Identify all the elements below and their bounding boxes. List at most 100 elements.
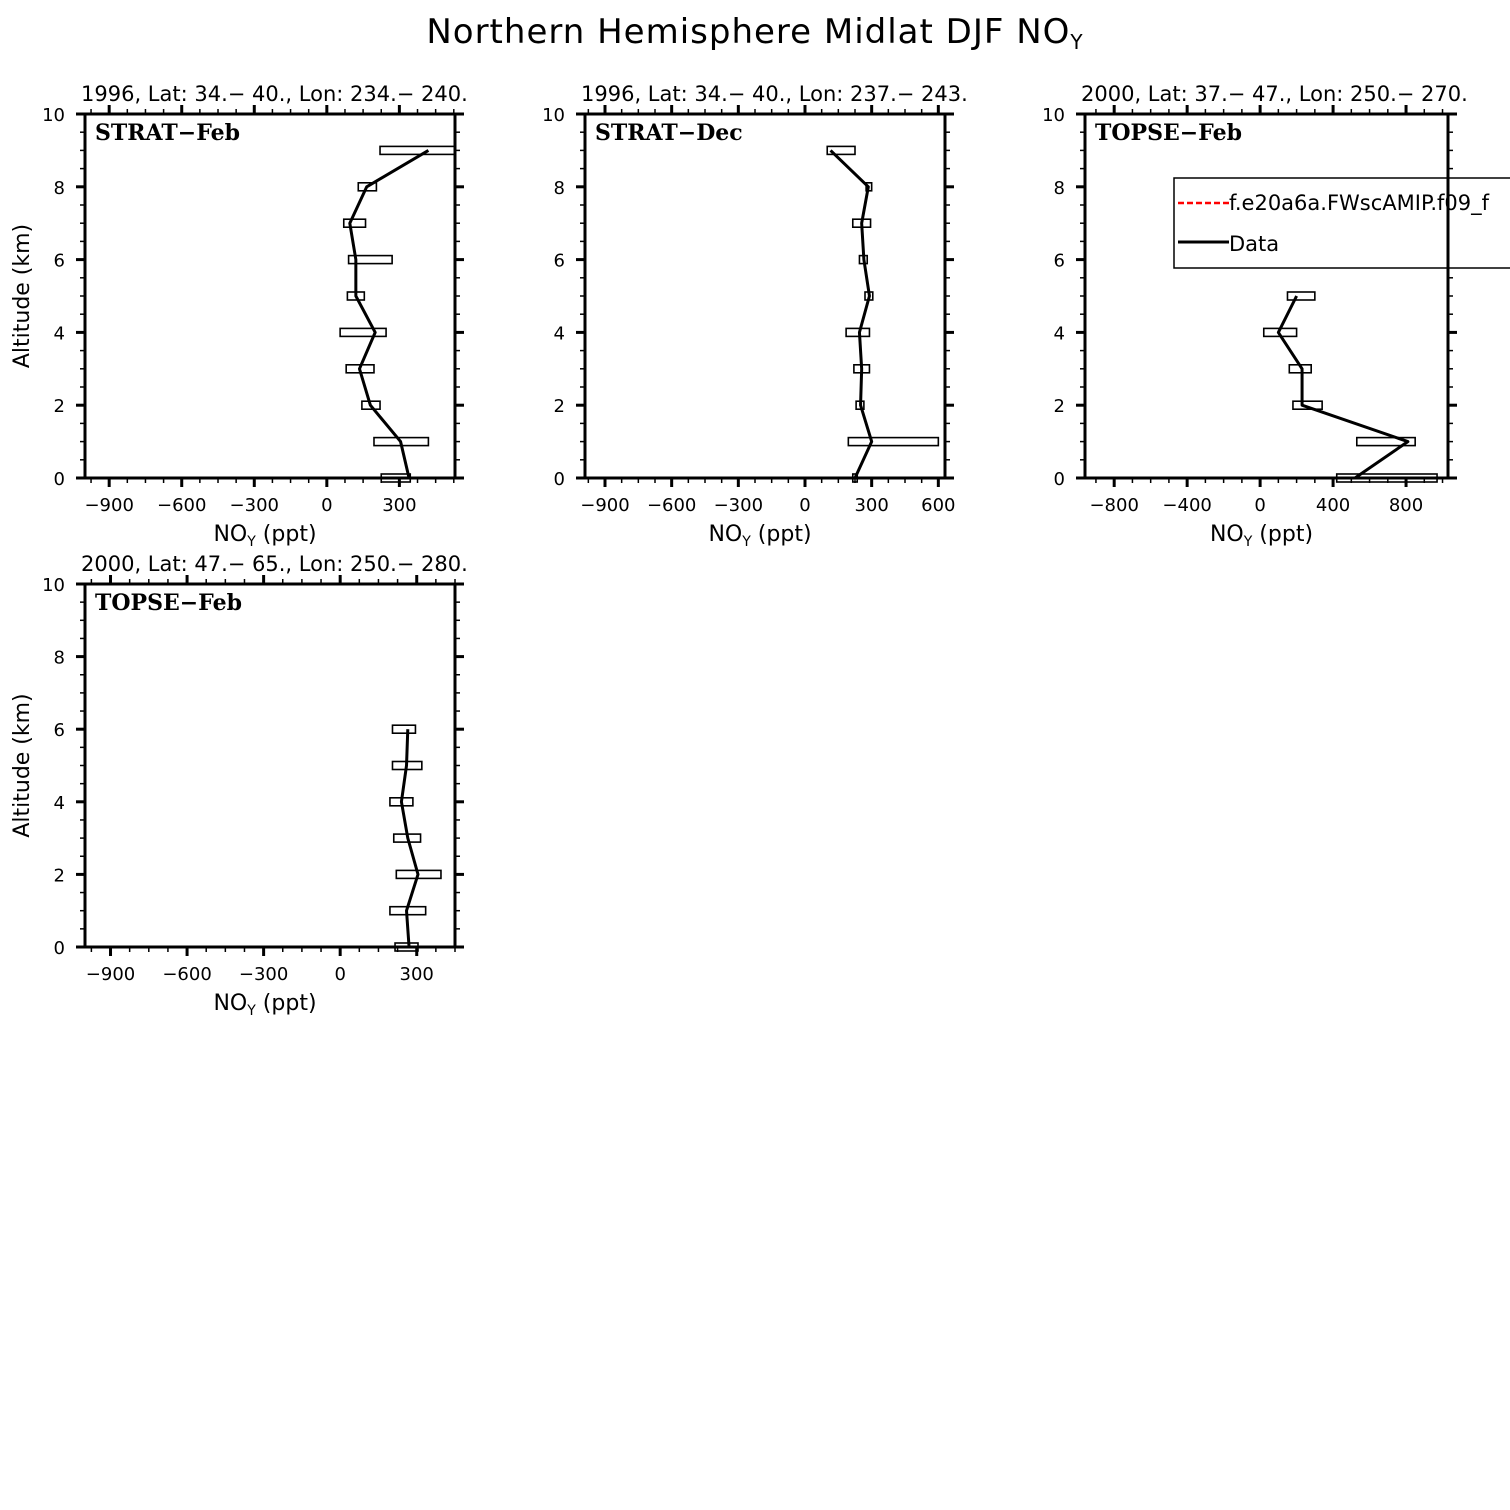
y-tick-label: 8 bbox=[1054, 178, 1065, 199]
y-tick-label: 8 bbox=[554, 178, 565, 199]
x-tick-label: −800 bbox=[1089, 495, 1138, 516]
plot-frame bbox=[83, 582, 457, 949]
x-tick-label: −900 bbox=[86, 964, 135, 985]
y-tick-label: 4 bbox=[554, 323, 565, 344]
error-box bbox=[391, 724, 417, 735]
x-axis-label-unit: (ppt) bbox=[256, 522, 317, 547]
x-axis-label-sub: Y bbox=[741, 534, 751, 550]
x-tick-label: −900 bbox=[84, 495, 133, 516]
panel-2: 1996, Lat: 34.− 40., Lon: 237.− 243. 0 2 4 6… bbox=[542, 82, 968, 550]
error-box bbox=[379, 145, 456, 156]
error-box bbox=[380, 473, 412, 483]
data-series-line bbox=[829, 149, 874, 479]
panel-3: 2000, Lat: 37.− 47., Lon: 250.− 270. 0 2 4 6… bbox=[1042, 82, 1468, 550]
error-box bbox=[851, 473, 859, 483]
error-box bbox=[361, 400, 381, 411]
page-title: Northern Hemisphere Midlat DJF NOY bbox=[426, 12, 1084, 54]
error-box bbox=[1335, 473, 1438, 483]
error-box bbox=[339, 327, 387, 338]
y-tick-label: 0 bbox=[554, 469, 565, 490]
data-series-line bbox=[348, 149, 430, 479]
x-tick-label: 800 bbox=[1389, 495, 1423, 516]
x-tick-label: −300 bbox=[239, 964, 288, 985]
y-tick-label: 4 bbox=[54, 323, 65, 344]
error-box bbox=[357, 182, 378, 192]
y-axis-label: Altitude (km) bbox=[10, 693, 35, 837]
x-tick-label: 300 bbox=[854, 495, 888, 516]
y-tick-label: 8 bbox=[54, 648, 65, 669]
x-axis-label: NOY (ppt) bbox=[213, 991, 316, 1019]
error-box bbox=[1292, 400, 1323, 411]
plot-frame bbox=[83, 112, 457, 480]
plot-frame bbox=[1083, 112, 1450, 480]
y-tick-label: 2 bbox=[54, 865, 65, 886]
x-tick-label: −900 bbox=[580, 495, 629, 516]
y-tick-label: 2 bbox=[554, 396, 565, 417]
y-tick-label: 0 bbox=[54, 469, 65, 490]
y-tick-label: 6 bbox=[1054, 251, 1065, 272]
y-tick-label: 10 bbox=[1042, 105, 1065, 126]
y-tick-label: 6 bbox=[54, 720, 65, 741]
legend-label-model: f.e20a6a.FWscAMIP.f09_f bbox=[1229, 191, 1490, 216]
error-box bbox=[395, 869, 442, 880]
x-tick-label: 0 bbox=[334, 964, 345, 985]
x-tick-label: −300 bbox=[714, 495, 763, 516]
x-tick-label: −400 bbox=[1162, 495, 1211, 516]
legend-label-data: Data bbox=[1229, 232, 1279, 256]
x-axis-label: NOY (ppt) bbox=[708, 522, 811, 550]
campaign-label: TOPSE−Feb bbox=[1095, 120, 1242, 146]
error-box bbox=[342, 218, 367, 228]
x-tick-label: −600 bbox=[157, 495, 206, 516]
x-tick-label: −600 bbox=[162, 964, 211, 985]
x-tick-label: 400 bbox=[1316, 495, 1350, 516]
y-tick-label: 10 bbox=[542, 105, 565, 126]
x-tick-label: 600 bbox=[921, 495, 955, 516]
panel-4: 2000, Lat: 47.− 65., Lon: 250.− 280. 0 2 4 6… bbox=[10, 552, 468, 1019]
panel-title: 1996, Lat: 34.− 40., Lon: 234.− 240. bbox=[81, 82, 468, 106]
x-tick-label: 0 bbox=[799, 495, 810, 516]
x-axis-label-sub: Y bbox=[246, 534, 256, 550]
y-tick-label: 0 bbox=[54, 938, 65, 959]
x-axis-label-unit: (ppt) bbox=[256, 991, 317, 1016]
plot-frame bbox=[583, 112, 947, 480]
x-tick-label: 300 bbox=[400, 964, 434, 985]
x-tick-label: 0 bbox=[321, 495, 332, 516]
y-tick-label: 2 bbox=[1054, 396, 1065, 417]
y-tick-label: 10 bbox=[42, 575, 65, 596]
x-axis-label-sub: Y bbox=[246, 1003, 256, 1019]
error-box bbox=[1286, 291, 1316, 301]
y-tick-label: 4 bbox=[54, 793, 65, 814]
y-tick-label: 4 bbox=[1054, 323, 1065, 344]
campaign-label: STRAT−Dec bbox=[595, 120, 743, 146]
error-box bbox=[1355, 436, 1416, 447]
y-tick-label: 6 bbox=[54, 251, 65, 272]
panel-title: 2000, Lat: 47.− 65., Lon: 250.− 280. bbox=[81, 552, 468, 576]
error-box bbox=[347, 254, 393, 265]
y-tick-label: 6 bbox=[554, 251, 565, 272]
x-tick-label: 0 bbox=[1254, 495, 1265, 516]
legend-box bbox=[1173, 177, 1510, 269]
error-box bbox=[826, 145, 856, 156]
error-box bbox=[847, 436, 940, 447]
x-tick-label: −300 bbox=[230, 495, 279, 516]
x-axis-label: NOY (ppt) bbox=[213, 522, 316, 550]
error-box bbox=[394, 942, 419, 952]
x-tick-label: −600 bbox=[647, 495, 696, 516]
campaign-label: TOPSE−Feb bbox=[95, 590, 242, 616]
legend: f.e20a6a.FWscAMIP.f09_f Data bbox=[1173, 177, 1510, 269]
data-series-line bbox=[399, 729, 420, 948]
data-series-line bbox=[1276, 295, 1410, 480]
panel-1: 1996, Lat: 34.− 40., Lon: 234.− 240. 0 2 4 6… bbox=[10, 82, 468, 550]
x-tick-label: 300 bbox=[382, 495, 416, 516]
x-axis-label-unit: (ppt) bbox=[751, 522, 812, 547]
error-box bbox=[845, 327, 871, 338]
y-tick-label: 2 bbox=[54, 396, 65, 417]
y-tick-label: 8 bbox=[54, 178, 65, 199]
campaign-label: STRAT−Feb bbox=[95, 120, 240, 146]
x-axis-label-sub: Y bbox=[1243, 534, 1253, 550]
x-axis-label-unit: (ppt) bbox=[1252, 522, 1313, 547]
panel-title: 1996, Lat: 34.− 40., Lon: 237.− 243. bbox=[581, 82, 968, 106]
x-axis-label: NOY (ppt) bbox=[1210, 522, 1313, 550]
y-tick-label: 10 bbox=[42, 105, 65, 126]
